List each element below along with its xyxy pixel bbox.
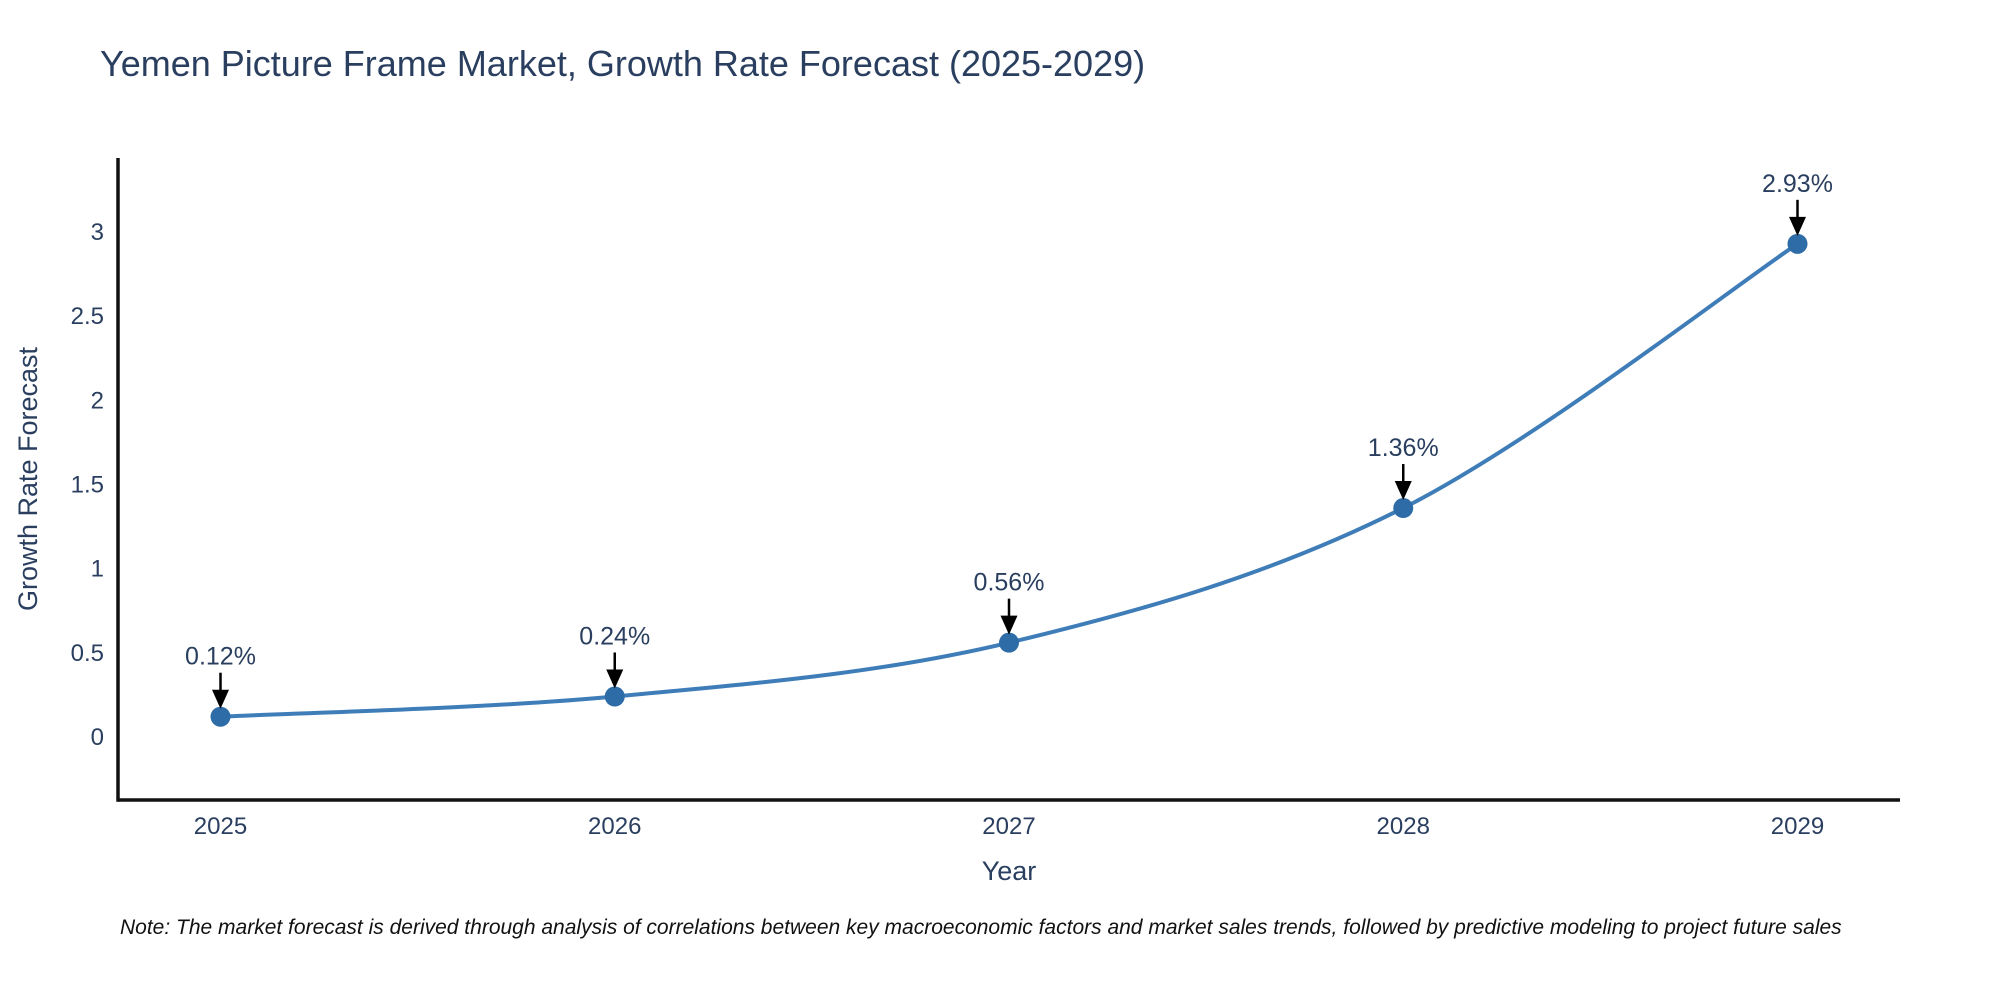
footnote: Note: The market forecast is derived thr…	[120, 916, 1842, 939]
annotation-arrow-head	[1000, 615, 1018, 635]
x-tick-label: 2029	[1771, 813, 1824, 840]
y-tick-label: 0.5	[71, 640, 104, 667]
data-point-label: 0.12%	[185, 643, 256, 671]
annotation-arrow-head	[1788, 216, 1806, 236]
data-point-label: 1.36%	[1368, 434, 1439, 462]
y-tick-label: 1	[91, 556, 104, 583]
annotation-arrow-head	[212, 689, 230, 709]
y-tick-label: 2.5	[71, 303, 104, 330]
annotation-arrow-head	[1394, 481, 1412, 501]
chart-title: Yemen Picture Frame Market, Growth Rate …	[100, 43, 1146, 84]
x-tick-label: 2028	[1377, 813, 1430, 840]
y-tick-label: 3	[91, 219, 104, 246]
annotation-arrow-head	[606, 669, 624, 689]
x-tick-label: 2026	[588, 813, 641, 840]
y-tick-label: 0	[91, 724, 104, 751]
data-point-marker	[1393, 498, 1414, 519]
data-point-label: 0.24%	[579, 623, 650, 651]
data-point-marker	[604, 686, 625, 707]
data-point-marker	[210, 706, 231, 727]
data-point-label: 0.56%	[974, 569, 1045, 597]
y-tick-label: 1.5	[71, 471, 104, 498]
x-tick-label: 2025	[194, 813, 247, 840]
data-point-label: 2.93%	[1762, 170, 1833, 198]
data-point-marker	[1787, 233, 1808, 254]
y-tick-label: 2	[91, 387, 104, 414]
x-tick-label: 2027	[982, 813, 1035, 840]
data-point-marker	[999, 632, 1019, 653]
x-axis-title: Year	[981, 856, 1037, 886]
